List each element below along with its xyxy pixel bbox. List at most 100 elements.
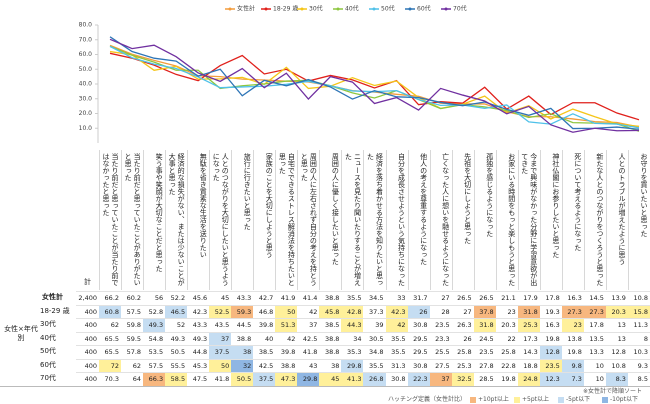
value-cell: 12.3: [539, 372, 562, 386]
row-label: 40代: [40, 333, 56, 342]
value-cell: 26.5: [473, 291, 496, 305]
value-cell: 45.6: [187, 291, 210, 305]
value-cell: 34.5: [363, 291, 386, 305]
value-cell: 37: [429, 372, 452, 386]
value-cell: 26.5: [451, 291, 474, 305]
value-cell: 7.3: [561, 372, 584, 386]
value-cell: 28: [429, 304, 452, 319]
n-cell: 2,400: [76, 291, 99, 305]
hatching-label: +5pt以上: [522, 396, 550, 403]
value-cell: 44.5: [231, 318, 254, 332]
value-cell: 32: [231, 358, 254, 372]
series-line: [109, 36, 640, 130]
value-cell: 13.3: [583, 345, 606, 359]
value-cell: 39: [363, 318, 386, 332]
column-header: 旅行に行きたいと思った: [231, 150, 253, 290]
value-cell: 37.3: [363, 304, 386, 319]
value-cell: 43.5: [209, 318, 232, 332]
column-header: 自宅でできるストレス解消法を持ちたいと思った: [275, 150, 297, 290]
value-cell: 22.8: [495, 358, 518, 373]
hatching-label: -5pt以下: [566, 396, 591, 403]
value-cell: 23.5: [539, 358, 562, 372]
value-cell: 45: [319, 372, 342, 386]
value-cell: 20.3: [605, 304, 628, 318]
value-cell: 23: [495, 304, 518, 319]
value-cell: 35.5: [385, 331, 408, 346]
value-cell: 21.1: [495, 291, 518, 305]
value-cell: 24.8: [517, 372, 540, 386]
value-cell: 35.5: [385, 345, 408, 359]
value-cell: 38: [231, 345, 254, 359]
hatching-title: ハッチング定義（女性計比）: [388, 396, 467, 403]
column-header: お家にいる時間をもっと楽しもうと思った: [495, 150, 518, 290]
value-cell: 42: [385, 318, 408, 332]
value-cell: 17.3: [517, 331, 540, 346]
value-cell: 64: [121, 372, 144, 386]
n-cell: 400: [76, 331, 99, 346]
hatching-swatch: [470, 397, 476, 403]
value-cell: 38.5: [253, 345, 276, 359]
value-cell: 37.5: [209, 345, 232, 359]
value-cell: 27.3: [561, 304, 584, 318]
value-cell: 30.8: [407, 358, 430, 373]
y-tick-label: 10.0: [79, 125, 93, 132]
value-cell: 13: [605, 331, 628, 346]
row-label: 60代: [40, 360, 56, 369]
value-cell: 27: [451, 304, 474, 319]
legend-label: 女性計: [237, 5, 255, 13]
y-tick-label: 40.0: [79, 81, 93, 88]
value-cell: 12.8: [539, 345, 562, 359]
value-cell: 42.5: [297, 331, 320, 346]
value-cell: 25.3: [517, 318, 540, 332]
value-cell: 42: [297, 304, 320, 319]
value-cell: 38.8: [319, 345, 342, 359]
legend-marker: [408, 7, 412, 11]
value-cell: 10: [583, 358, 606, 373]
n-cell: 400: [76, 318, 99, 332]
value-cell: 29.5: [407, 345, 430, 359]
value-cell: 19.8: [539, 331, 562, 346]
value-cell: 35.5: [341, 291, 364, 305]
value-cell: 25.8: [495, 345, 518, 359]
value-cell: 49.3: [143, 318, 166, 332]
value-cell: 32.5: [451, 372, 474, 386]
value-cell: 38.5: [319, 318, 342, 332]
value-cell: 10.8: [627, 291, 650, 305]
value-cell: 52.8: [143, 304, 166, 319]
value-cell: 52: [165, 318, 188, 332]
value-cell: 14.5: [583, 291, 606, 305]
column-header: 当たり前だと思っていたことが当たり前ではなかったと思った: [99, 150, 121, 290]
value-cell: 42.7: [253, 291, 276, 305]
column-header: 他人の考えを尊重するようになった: [407, 150, 430, 290]
value-cell: 46.5: [165, 304, 188, 318]
value-cell: 9.8: [561, 358, 584, 372]
value-cell: 27.3: [583, 304, 606, 318]
value-cell: 37.5: [253, 372, 276, 386]
value-cell: 38.8: [319, 331, 342, 346]
note: ※女性計で降順ソート: [582, 388, 642, 395]
value-cell: 51.3: [275, 318, 298, 332]
value-cell: 14.3: [517, 345, 540, 359]
column-header: 周囲の人に左右されず自分の考えを持とうと思った: [297, 150, 319, 290]
value-cell: 18.8: [517, 358, 540, 373]
legend-marker: [372, 7, 376, 11]
y-tick-label: 70.0: [79, 36, 93, 43]
column-header: 自分を成長させようという気持ちになった: [385, 150, 408, 290]
y-tick-label: 20.0: [79, 110, 93, 117]
value-cell: 30.8: [407, 318, 430, 332]
legend-marker: [264, 7, 268, 11]
value-cell: 39.8: [275, 345, 298, 359]
series-line: [109, 50, 640, 127]
value-cell: 35.3: [341, 345, 364, 359]
value-cell: 43.3: [187, 318, 210, 332]
value-cell: 13.5: [583, 331, 606, 346]
value-cell: 60.2: [121, 291, 144, 305]
row-label: 50代: [40, 347, 56, 355]
value-cell: 65.5: [99, 331, 122, 346]
value-cell: 29.5: [407, 331, 430, 346]
value-cell: 41.9: [275, 291, 298, 305]
value-cell: 34.8: [363, 345, 386, 359]
y-tick-label: 80.0: [79, 22, 93, 29]
value-cell: 47.5: [187, 372, 210, 386]
value-cell: 39.8: [253, 318, 276, 332]
